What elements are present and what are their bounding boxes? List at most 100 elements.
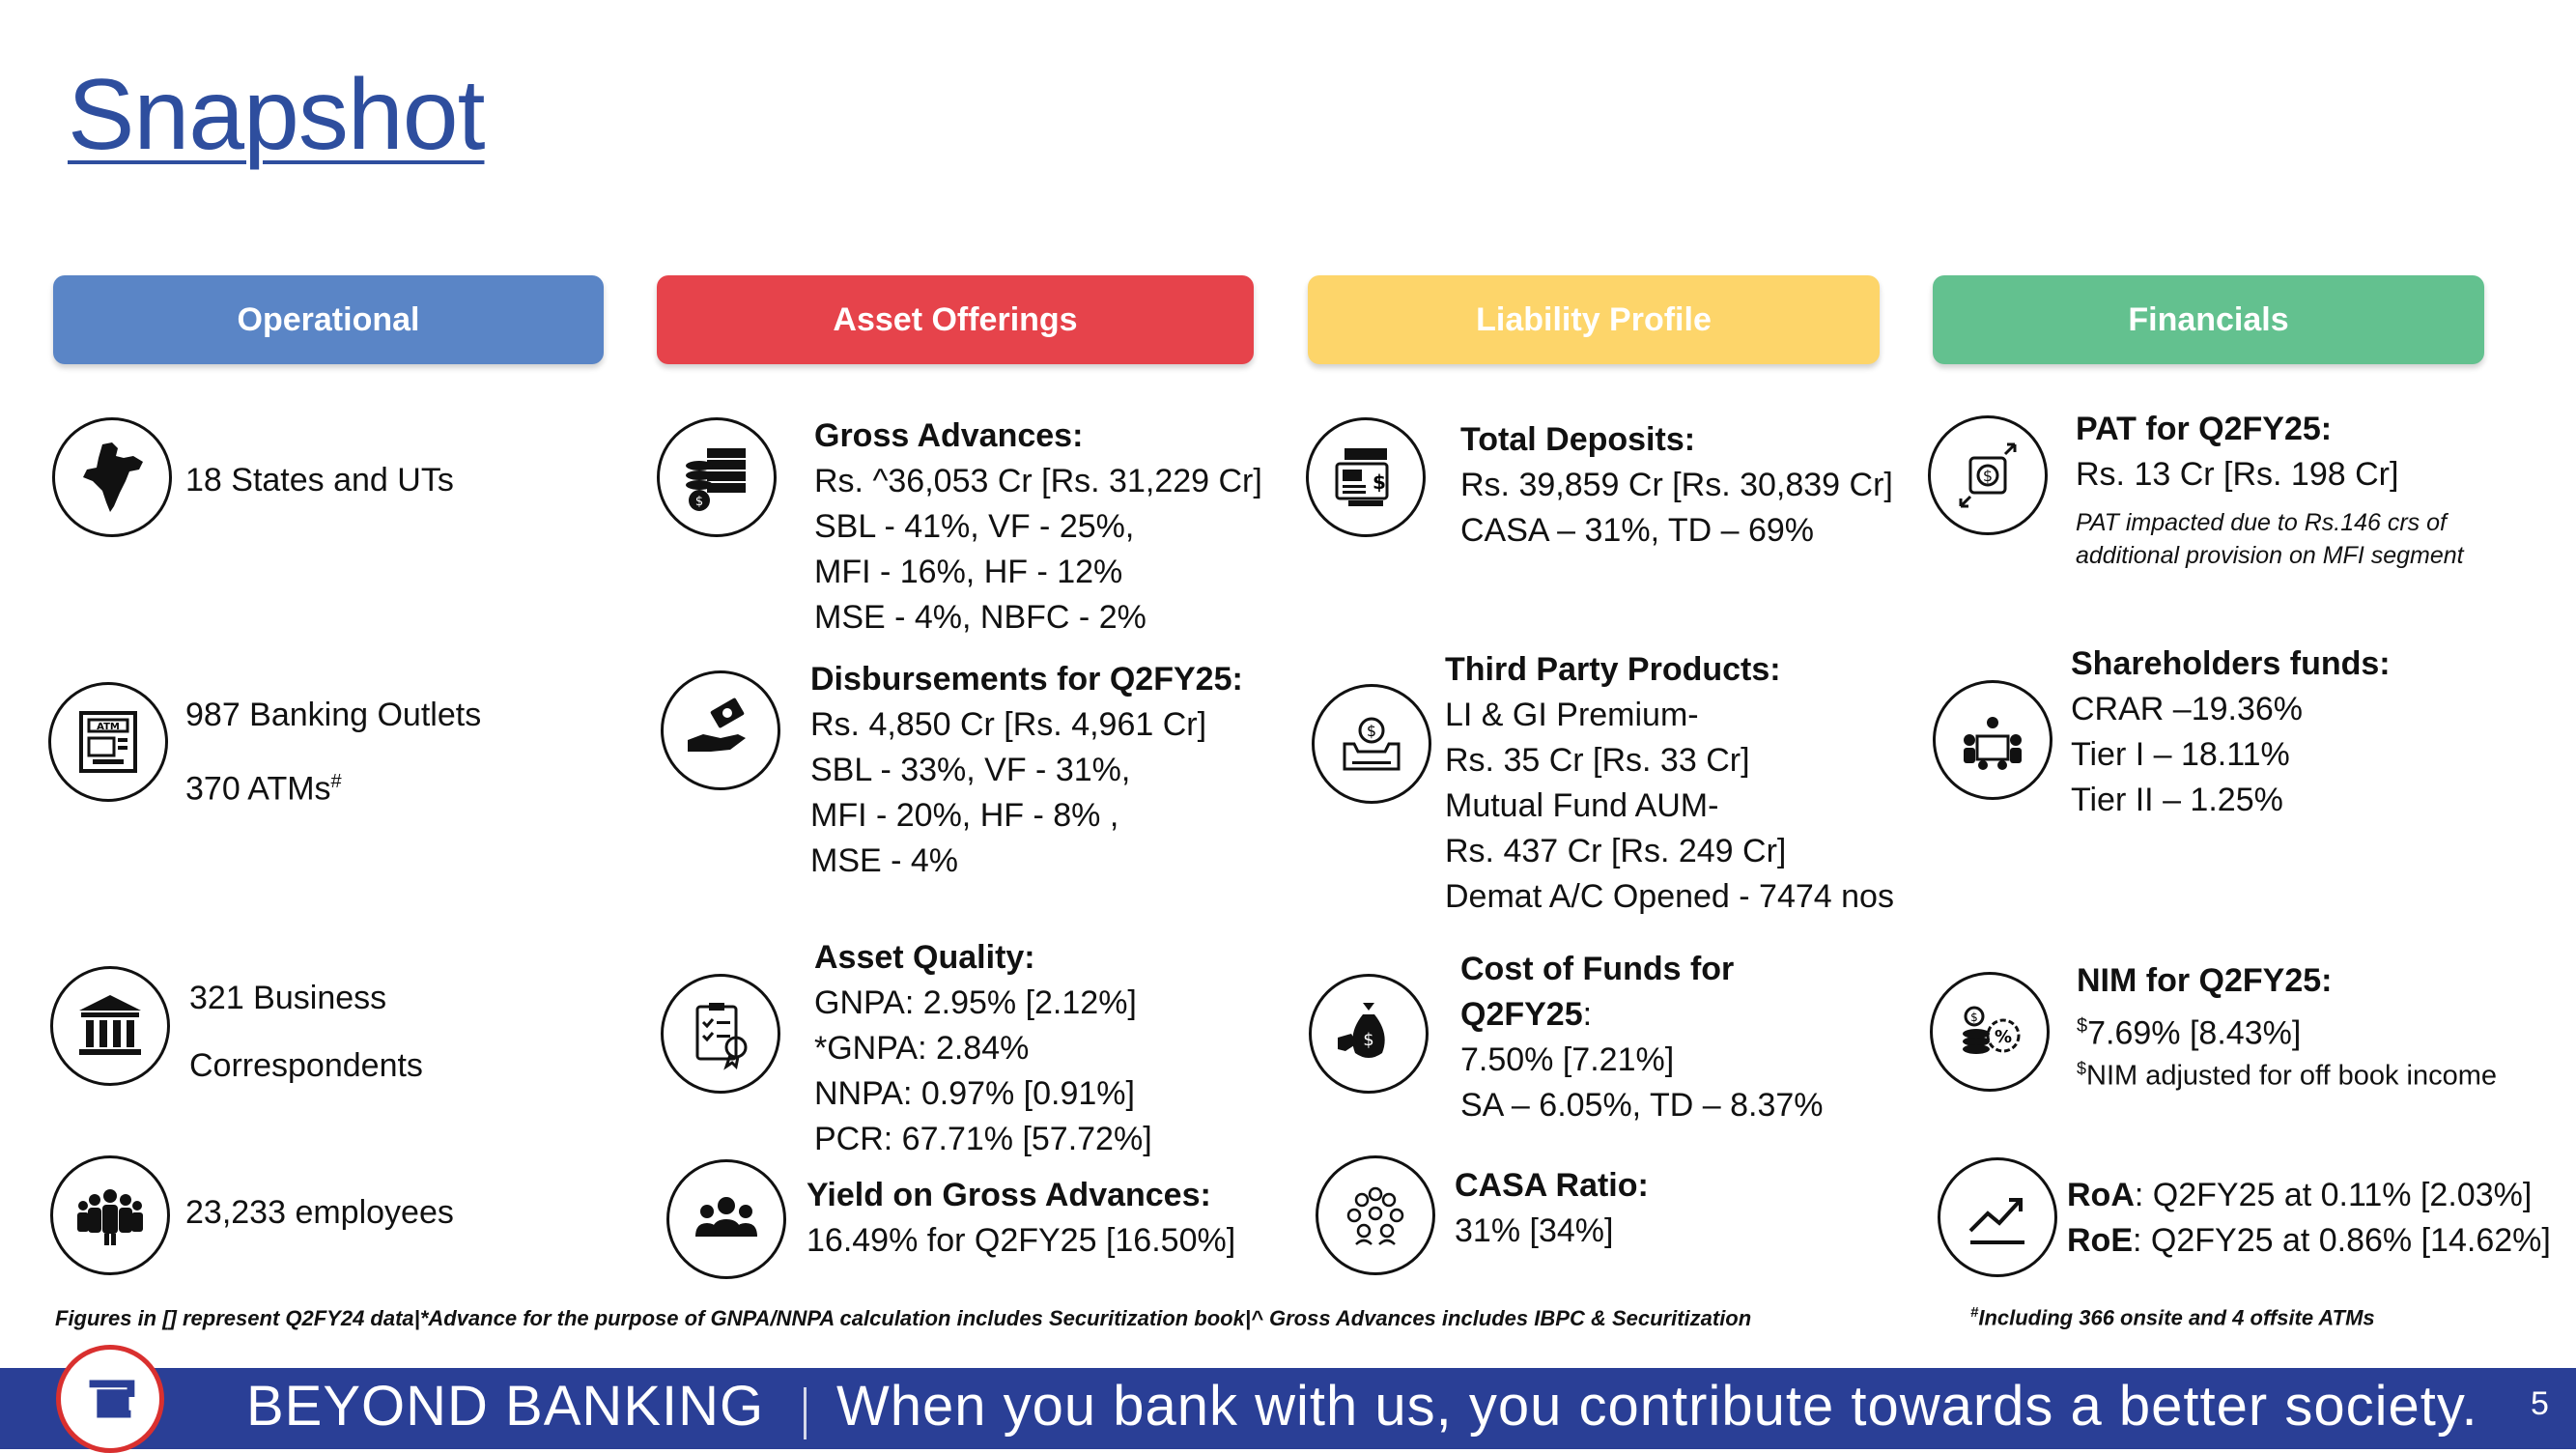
banner-tagline-left: BEYOND BANKING — [246, 1375, 765, 1438]
footnote-right: #Including 366 onsite and 4 offsite ATMs — [1970, 1304, 2375, 1330]
nim-note: $NIM adjusted for off book income — [2077, 1049, 2497, 1096]
interest-coins-icon: $% — [1930, 972, 2050, 1092]
gross-advances-line: MFI - 16%, HF - 12% — [814, 554, 1123, 590]
footnote-right-text: Including 366 onsite and 4 offsite ATMs — [1978, 1305, 2375, 1330]
shareholders-line: Tier II – 1.25% — [2071, 782, 2283, 818]
svg-text:$: $ — [1363, 1030, 1373, 1050]
banner-tagline-right: When you bank with us, you contribute to… — [836, 1375, 2478, 1438]
pat-note-line: PAT impacted due to Rs.146 crs of — [2076, 509, 2447, 536]
casa-title: CASA Ratio: — [1455, 1167, 1649, 1204]
footnote-left: Figures in [] represent Q2FY24 data|*Adv… — [55, 1306, 1752, 1330]
bc-line1: 321 Business — [189, 980, 387, 1016]
employees-group-icon — [50, 1155, 170, 1275]
nim-note-mark: $ — [2077, 1059, 2087, 1078]
third-party-line: Demat A/C Opened - 7474 nos — [1445, 878, 1894, 915]
gross-advances-line: Rs. ^36,053 Cr [Rs. 31,229 Cr] — [814, 463, 1262, 499]
header-liability-profile: Liability Profile — [1308, 275, 1880, 364]
pat-note-line: additional provision on MFI segment — [2076, 542, 2464, 569]
deposits-line: CASA – 31%, TD – 69% — [1460, 512, 1815, 549]
asset-quality-line: GNPA: 2.95% [2.12%] — [814, 984, 1137, 1021]
quality-certificate-icon — [661, 974, 780, 1094]
deposit-machine-icon: $ — [1306, 417, 1426, 537]
gross-advances-block: Gross Advances: Rs. ^36,053 Cr [Rs. 31,2… — [814, 413, 1262, 641]
header-operational: Operational — [53, 275, 604, 364]
pat-title: PAT for Q2FY25: — [2076, 411, 2333, 447]
page-title: Snapshot — [68, 59, 485, 171]
yield-value: 16.49% for Q2FY25 [16.50%] — [807, 1222, 1236, 1259]
footnote-right-mark: # — [1970, 1304, 1979, 1321]
shareholders-block: Shareholders funds: CRAR –19.36% Tier I … — [2071, 641, 2391, 823]
roa-roe-block: RoA: Q2FY25 at 0.11% [2.03%] RoE: Q2FY25… — [2067, 1173, 2551, 1264]
third-party-line: Mutual Fund AUM- — [1445, 787, 1719, 824]
atms-value: 370 ATMs — [185, 770, 331, 808]
yield-block: Yield on Gross Advances: 16.49% for Q2FY… — [807, 1173, 1235, 1264]
money-coins-icon: $ — [657, 417, 777, 537]
disbursements-line: Rs. 4,850 Cr [Rs. 4,961 Cr] — [810, 706, 1207, 743]
svg-text:%: % — [1995, 1027, 2012, 1047]
page-number: 5 — [2531, 1385, 2549, 1422]
third-party-line: LI & GI Premium- — [1445, 697, 1699, 733]
header-financials-label: Financials — [2128, 300, 2289, 338]
deposits-title: Total Deposits: — [1460, 421, 1696, 458]
asset-quality-line: *GNPA: 2.84% — [814, 1030, 1030, 1067]
header-asset-offerings: Asset Offerings — [657, 275, 1254, 364]
banner-separator — [804, 1387, 807, 1439]
pat-value: Rs. 13 Cr [Rs. 198 Cr] — [2076, 456, 2399, 493]
cof-title-line2: Q2FY25 — [1460, 996, 1583, 1033]
deposits-line: Rs. 39,859 Cr [Rs. 30,839 Cr] — [1460, 467, 1893, 503]
bc-line2: Correspondents — [189, 1047, 423, 1084]
third-party-block: Third Party Products: LI & GI Premium- R… — [1445, 647, 1894, 920]
atms-footnote-mark: # — [330, 771, 342, 792]
gross-advances-line: SBL - 41%, VF - 25%, — [814, 508, 1135, 545]
asset-quality-line: PCR: 67.71% [57.72%] — [814, 1121, 1152, 1157]
header-liability-label: Liability Profile — [1476, 300, 1712, 338]
svg-text:$: $ — [1367, 722, 1376, 740]
gross-advances-line: MSE - 4%, NBFC - 2% — [814, 599, 1146, 636]
nim-title: NIM for Q2FY25: — [2077, 962, 2333, 999]
roa-value: : Q2FY25 at 0.11% [2.03%] — [2134, 1177, 2533, 1213]
disbursements-title: Disbursements for Q2FY25: — [810, 661, 1243, 698]
disbursements-line: MFI - 20%, HF - 8% , — [810, 797, 1119, 834]
svg-text:$: $ — [1373, 470, 1386, 494]
people-group-icon — [666, 1159, 786, 1279]
third-party-line: Rs. 437 Cr [Rs. 249 Cr] — [1445, 833, 1787, 869]
atms-text: 370 ATMs# — [185, 759, 342, 812]
hand-money-icon — [661, 670, 780, 790]
profit-transfer-icon: $ — [1928, 415, 2048, 535]
nim-value: 7.69% [8.43%] — [2087, 1014, 2302, 1052]
crowd-icon — [1316, 1155, 1435, 1275]
employees-text: 23,233 employees — [185, 1194, 454, 1231]
cof-line: 7.50% [7.21%] — [1460, 1041, 1675, 1078]
roa-label: RoA — [2067, 1177, 2135, 1213]
money-bag-hand-icon: $ — [1309, 974, 1429, 1094]
pat-note: PAT impacted due to Rs.146 crs of additi… — [2076, 506, 2464, 572]
header-asset-label: Asset Offerings — [833, 300, 1078, 338]
pat-block: PAT for Q2FY25: Rs. 13 Cr [Rs. 198 Cr] — [2076, 407, 2398, 498]
yield-title: Yield on Gross Advances: — [807, 1177, 1211, 1213]
roe-value: : Q2FY25 at 0.86% [14.62%] — [2133, 1222, 2551, 1259]
svg-text:$: $ — [1983, 467, 1993, 485]
outlets-text: 987 Banking Outlets — [185, 697, 482, 733]
svg-text:ATM: ATM — [97, 722, 120, 732]
disbursements-block: Disbursements for Q2FY25: Rs. 4,850 Cr [… — [810, 657, 1243, 884]
atm-icon: ATM — [48, 682, 168, 802]
cost-of-funds-block: Cost of Funds for Q2FY25: 7.50% [7.21%] … — [1460, 947, 1824, 1128]
cof-line: SA – 6.05%, TD – 8.37% — [1460, 1087, 1824, 1124]
shareholders-line: CRAR –19.36% — [2071, 691, 2304, 727]
casa-block: CASA Ratio: 31% [34%] — [1455, 1163, 1649, 1254]
header-financials: Financials — [1933, 275, 2484, 364]
disbursements-line: SBL - 33%, VF - 31%, — [810, 752, 1131, 788]
growth-chart-icon — [1938, 1157, 2057, 1277]
third-party-line: Rs. 35 Cr [Rs. 33 Cr] — [1445, 742, 1750, 779]
deposits-block: Total Deposits: Rs. 39,859 Cr [Rs. 30,83… — [1460, 417, 1893, 554]
svg-text:$: $ — [695, 495, 703, 509]
india-map-icon — [52, 417, 172, 537]
shareholders-title: Shareholders funds: — [2071, 645, 2391, 682]
boardroom-icon — [1933, 680, 2052, 800]
bank-building-icon — [50, 966, 170, 1086]
cof-title-line1: Cost of Funds for — [1460, 951, 1735, 987]
asset-quality-block: Asset Quality: GNPA: 2.95% [2.12%] *GNPA… — [814, 935, 1152, 1162]
casa-value: 31% [34%] — [1455, 1212, 1614, 1249]
coin-deposit-icon: $ — [1312, 684, 1431, 804]
asset-quality-line: NNPA: 0.97% [0.91%] — [814, 1075, 1135, 1112]
